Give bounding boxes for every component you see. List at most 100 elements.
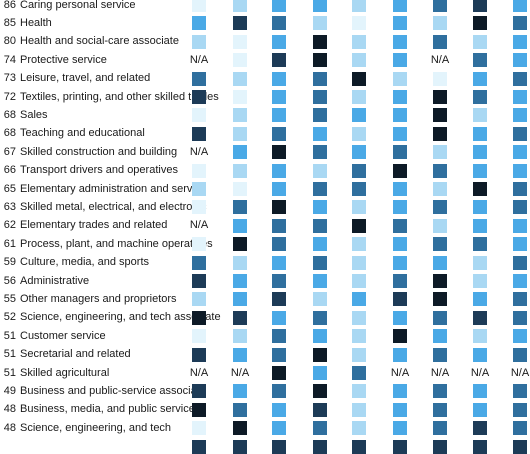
na-label: N/A <box>189 53 209 66</box>
heatmap-cell <box>473 421 487 436</box>
heatmap-cell <box>513 182 527 196</box>
heatmap-cell <box>513 16 527 31</box>
heatmap-cell <box>233 310 247 325</box>
row-label: Business, media, and public service <box>20 403 195 416</box>
row-label: Science, engineering, and tech associate <box>20 311 221 324</box>
heatmap-cell <box>433 402 447 417</box>
heatmap-cell <box>513 0 527 12</box>
heatmap-cell <box>352 163 366 178</box>
row-label: Secretarial and related <box>20 348 131 361</box>
row-score: 73 <box>3 72 16 85</box>
heatmap-cell <box>272 53 286 68</box>
heatmap-cell <box>192 16 206 31</box>
heatmap-cell <box>433 163 447 178</box>
na-label: N/A <box>189 145 209 158</box>
heatmap-cell <box>272 108 286 123</box>
heatmap-cell <box>192 384 206 399</box>
heatmap-cell <box>433 218 447 233</box>
heatmap-cell <box>473 34 487 49</box>
row-score: 74 <box>3 53 16 66</box>
row-label: Skilled construction and building <box>20 145 178 158</box>
heatmap-cell <box>513 53 527 68</box>
heatmap-cell <box>513 218 527 233</box>
na-label: N/A <box>470 366 490 379</box>
row-label: Elementary administration and service <box>20 182 207 195</box>
heatmap-cell <box>192 90 206 104</box>
heatmap-cell <box>433 255 447 270</box>
heatmap-cell <box>393 0 407 12</box>
heatmap-cell <box>192 71 206 86</box>
heatmap-cell <box>192 274 206 288</box>
heatmap-cell <box>473 145 487 160</box>
heatmap-cell <box>513 292 527 307</box>
row-score: 48 <box>3 403 16 416</box>
heatmap-cell <box>473 90 487 104</box>
heatmap-cell <box>272 402 286 417</box>
heatmap-cell <box>393 329 407 344</box>
heatmap-cell <box>272 34 286 49</box>
heatmap-cell <box>272 237 286 252</box>
heatmap-cell <box>433 237 447 252</box>
heatmap-cell <box>433 16 447 31</box>
row-label: Business and public-service associate <box>20 384 206 397</box>
heatmap-cell <box>433 0 447 12</box>
row-label: Health <box>20 16 52 29</box>
heatmap-cell <box>473 347 487 362</box>
heatmap-cell <box>433 421 447 436</box>
heatmap-cell <box>352 421 366 436</box>
heatmap-cell <box>393 145 407 160</box>
heatmap-cell <box>513 200 527 215</box>
row-score: 86 <box>3 0 16 11</box>
heatmap-cell <box>433 384 447 399</box>
heatmap-cell <box>352 274 366 288</box>
heatmap-cell <box>233 71 247 86</box>
heatmap-cell <box>233 292 247 307</box>
heatmap-cell <box>272 16 286 31</box>
heatmap-cell <box>513 71 527 86</box>
heatmap-cell <box>393 34 407 49</box>
heatmap-cell <box>352 34 366 49</box>
heatmap-cell <box>473 237 487 252</box>
heatmap-cell <box>393 237 407 252</box>
heatmap-cell <box>393 53 407 68</box>
heatmap-cell <box>473 384 487 399</box>
heatmap-cell <box>192 34 206 49</box>
heatmap-cell <box>433 34 447 49</box>
heatmap-cell <box>233 182 247 196</box>
heatmap-cell <box>473 0 487 12</box>
row-score: 68 <box>3 108 16 121</box>
heatmap-cell <box>233 16 247 31</box>
heatmap-cell <box>433 90 447 104</box>
heatmap-cell <box>433 200 447 215</box>
row-label: Skilled metal, electrical, and electroni… <box>20 200 207 213</box>
row-score: 67 <box>3 145 16 158</box>
row-label: Textiles, printing, and other skilled tr… <box>20 90 219 103</box>
heatmap-cell <box>233 163 247 178</box>
heatmap-cell <box>352 108 366 123</box>
heatmap-cell <box>393 402 407 417</box>
heatmap-cell <box>233 90 247 104</box>
heatmap-cell <box>473 163 487 178</box>
heatmap-cell <box>513 255 527 270</box>
row-label: Leisure, travel, and related <box>20 72 151 85</box>
row-score: 66 <box>3 164 16 177</box>
heatmap-cell <box>393 310 407 325</box>
row-score: 85 <box>3 16 16 29</box>
heatmap-cell <box>233 402 247 417</box>
row-score: 63 <box>3 200 16 213</box>
heatmap-cell <box>513 310 527 325</box>
heatmap-cell <box>313 53 327 68</box>
heatmap-cell <box>393 163 407 178</box>
heatmap-cell <box>313 34 327 49</box>
heatmap-cell <box>352 53 366 68</box>
heatmap-cell <box>352 0 366 12</box>
heatmap-cell <box>233 329 247 344</box>
heatmap-cell <box>352 292 366 307</box>
heatmap-cell <box>313 347 327 362</box>
heatmap-cell <box>433 108 447 123</box>
heatmap-cell <box>352 310 366 325</box>
heatmap-cell <box>433 347 447 362</box>
heatmap-cell <box>513 274 527 288</box>
heatmap-cell <box>272 0 286 12</box>
heatmap-cell <box>192 402 206 417</box>
